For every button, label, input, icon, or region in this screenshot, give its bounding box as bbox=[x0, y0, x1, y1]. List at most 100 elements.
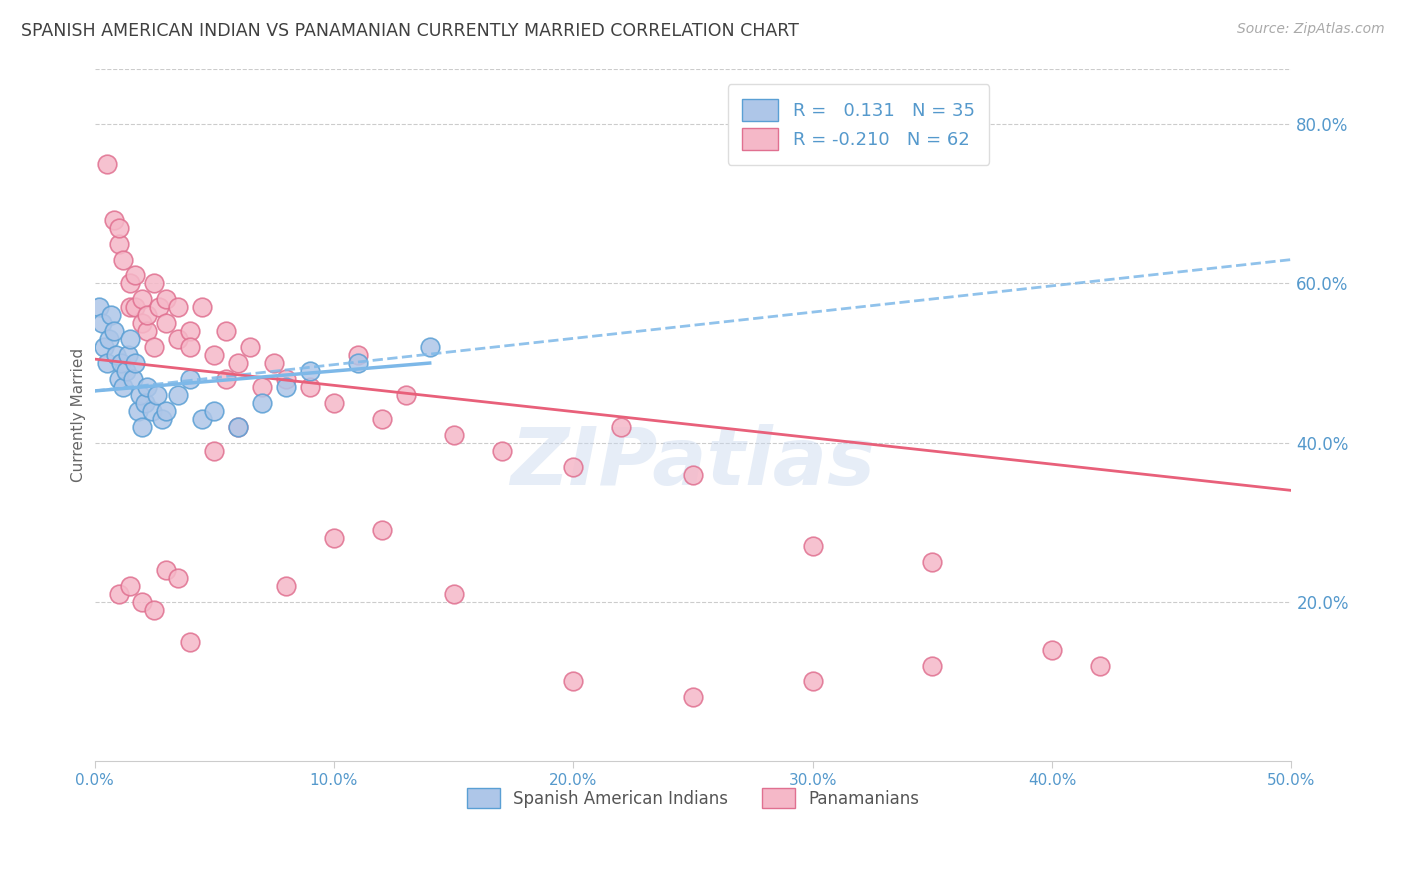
Point bbox=[682, 690, 704, 705]
Point bbox=[96, 157, 118, 171]
Point bbox=[1040, 642, 1063, 657]
Point bbox=[155, 563, 177, 577]
Point bbox=[419, 340, 441, 354]
Point bbox=[250, 380, 273, 394]
Point bbox=[274, 380, 297, 394]
Point bbox=[274, 372, 297, 386]
Point bbox=[124, 301, 146, 315]
Point bbox=[371, 523, 394, 537]
Point bbox=[491, 443, 513, 458]
Point bbox=[155, 293, 177, 307]
Point bbox=[129, 388, 152, 402]
Point bbox=[1088, 658, 1111, 673]
Text: Source: ZipAtlas.com: Source: ZipAtlas.com bbox=[1237, 22, 1385, 37]
Point bbox=[179, 324, 201, 338]
Point bbox=[371, 411, 394, 425]
Point bbox=[562, 459, 585, 474]
Point bbox=[103, 212, 125, 227]
Point bbox=[801, 674, 824, 689]
Point bbox=[107, 220, 129, 235]
Point bbox=[114, 364, 136, 378]
Y-axis label: Currently Married: Currently Married bbox=[72, 348, 86, 482]
Point bbox=[89, 301, 111, 315]
Point bbox=[127, 404, 149, 418]
Point bbox=[141, 404, 163, 418]
Point bbox=[112, 252, 135, 267]
Point bbox=[100, 308, 122, 322]
Point bbox=[167, 571, 190, 585]
Point bbox=[179, 372, 201, 386]
Point bbox=[97, 332, 120, 346]
Point bbox=[96, 356, 118, 370]
Point bbox=[167, 388, 190, 402]
Text: SPANISH AMERICAN INDIAN VS PANAMANIAN CURRENTLY MARRIED CORRELATION CHART: SPANISH AMERICAN INDIAN VS PANAMANIAN CU… bbox=[21, 22, 799, 40]
Point bbox=[202, 443, 225, 458]
Point bbox=[117, 348, 139, 362]
Point bbox=[146, 388, 169, 402]
Point bbox=[323, 531, 346, 545]
Point bbox=[347, 348, 370, 362]
Point bbox=[120, 301, 142, 315]
Point bbox=[148, 301, 170, 315]
Point bbox=[134, 396, 156, 410]
Point bbox=[226, 419, 249, 434]
Point bbox=[202, 404, 225, 418]
Point bbox=[215, 372, 238, 386]
Point bbox=[124, 356, 146, 370]
Point bbox=[107, 372, 129, 386]
Point bbox=[167, 301, 190, 315]
Point bbox=[921, 658, 943, 673]
Point bbox=[105, 348, 128, 362]
Point bbox=[136, 324, 159, 338]
Point bbox=[215, 324, 238, 338]
Point bbox=[274, 579, 297, 593]
Point bbox=[143, 340, 166, 354]
Legend: Spanish American Indians, Panamanians: Spanish American Indians, Panamanians bbox=[460, 781, 927, 815]
Point bbox=[93, 340, 115, 354]
Point bbox=[136, 380, 159, 394]
Point bbox=[443, 587, 465, 601]
Point bbox=[155, 404, 177, 418]
Point bbox=[226, 419, 249, 434]
Point bbox=[395, 388, 418, 402]
Point bbox=[239, 340, 262, 354]
Point bbox=[202, 348, 225, 362]
Point bbox=[250, 396, 273, 410]
Point bbox=[131, 595, 153, 609]
Point bbox=[179, 634, 201, 648]
Point bbox=[131, 316, 153, 330]
Point bbox=[921, 555, 943, 569]
Point bbox=[143, 603, 166, 617]
Point bbox=[143, 277, 166, 291]
Point bbox=[191, 411, 214, 425]
Text: ZIPatlas: ZIPatlas bbox=[510, 425, 876, 502]
Point bbox=[120, 332, 142, 346]
Point bbox=[263, 356, 285, 370]
Point bbox=[347, 356, 370, 370]
Point bbox=[122, 372, 145, 386]
Point bbox=[443, 427, 465, 442]
Point bbox=[226, 356, 249, 370]
Point bbox=[131, 293, 153, 307]
Point bbox=[323, 396, 346, 410]
Point bbox=[562, 674, 585, 689]
Point bbox=[682, 467, 704, 482]
Point bbox=[90, 316, 112, 330]
Point bbox=[179, 340, 201, 354]
Point bbox=[801, 539, 824, 553]
Point bbox=[155, 316, 177, 330]
Point bbox=[110, 356, 132, 370]
Point bbox=[610, 419, 633, 434]
Point bbox=[298, 380, 321, 394]
Point bbox=[112, 380, 135, 394]
Point bbox=[107, 587, 129, 601]
Point bbox=[120, 277, 142, 291]
Point bbox=[191, 301, 214, 315]
Point bbox=[124, 268, 146, 283]
Point bbox=[120, 579, 142, 593]
Point bbox=[131, 419, 153, 434]
Point bbox=[150, 411, 173, 425]
Point bbox=[107, 236, 129, 251]
Point bbox=[298, 364, 321, 378]
Point bbox=[167, 332, 190, 346]
